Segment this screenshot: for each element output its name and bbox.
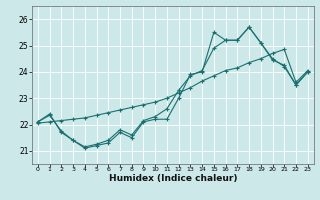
X-axis label: Humidex (Indice chaleur): Humidex (Indice chaleur) — [108, 174, 237, 183]
